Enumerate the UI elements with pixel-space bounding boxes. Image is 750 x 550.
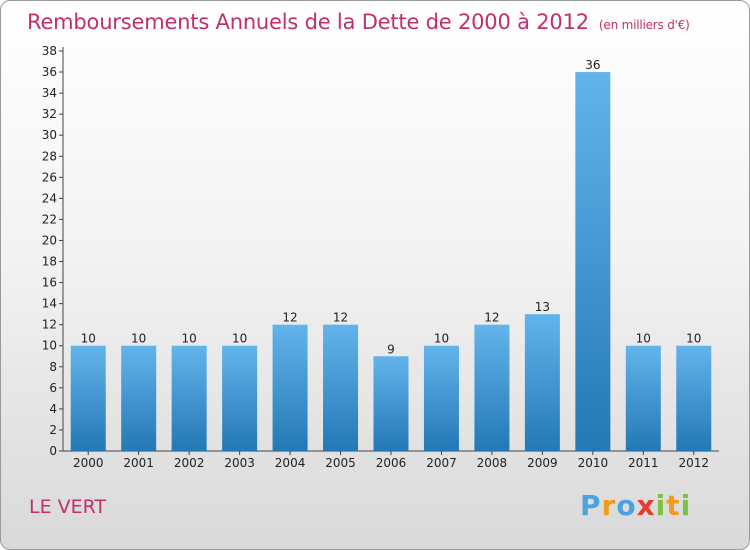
bar	[171, 345, 207, 451]
x-tick-label: 2007	[426, 456, 457, 470]
bar	[70, 345, 106, 451]
y-tick-label: 36	[42, 65, 57, 79]
data-label: 10	[636, 332, 651, 346]
y-tick-label: 30	[42, 128, 57, 142]
x-tick-label: 2011	[628, 456, 659, 470]
bar	[625, 345, 661, 451]
y-tick-label: 34	[42, 86, 57, 100]
x-tick-label: 2004	[275, 456, 306, 470]
x-tick-label: 2003	[224, 456, 255, 470]
data-label: 36	[585, 58, 600, 72]
x-tick-label: 2005	[325, 456, 356, 470]
y-tick-label: 8	[49, 360, 57, 374]
data-label: 10	[232, 332, 247, 346]
x-tick-label: 2001	[123, 456, 154, 470]
bar	[323, 324, 359, 451]
bar	[272, 324, 308, 451]
data-label: 9	[387, 342, 395, 356]
y-tick-label: 16	[42, 276, 57, 290]
data-label: 12	[484, 311, 499, 325]
data-label: 13	[535, 300, 550, 314]
chart-title-text: Remboursements Annuels de la Dette de 20…	[27, 10, 589, 34]
data-label: 10	[131, 332, 146, 346]
y-tick-label: 14	[42, 297, 57, 311]
y-tick-label: 20	[42, 233, 57, 247]
bar	[423, 345, 459, 451]
y-tick-label: 2	[49, 423, 57, 437]
y-tick-label: 24	[42, 191, 57, 205]
unit-label: (en milliers d'€)	[598, 18, 690, 32]
y-tick-label: 38	[42, 44, 57, 58]
x-tick-label: 2000	[73, 456, 104, 470]
y-tick-label: 6	[49, 381, 57, 395]
data-label: 10	[434, 332, 449, 346]
bar	[676, 345, 712, 451]
y-tick-label: 4	[49, 402, 57, 416]
proxiti-logo: Proxiti	[580, 489, 691, 522]
y-tick-label: 26	[42, 170, 57, 184]
data-label: 12	[333, 311, 348, 325]
logo-letter: P	[580, 489, 602, 522]
logo-letter: t	[666, 489, 681, 522]
bar	[222, 345, 258, 451]
y-tick-label: 0	[49, 444, 57, 458]
y-tick-label: 22	[42, 212, 57, 226]
data-label: 12	[282, 311, 297, 325]
bar	[474, 324, 510, 451]
data-label: 10	[686, 332, 701, 346]
commune-name: LE VERT	[29, 496, 107, 518]
bar	[121, 345, 157, 451]
y-tick-label: 32	[42, 107, 57, 121]
x-tick-label: 2010	[578, 456, 609, 470]
logo-letter: i	[680, 489, 692, 522]
data-label: 10	[81, 332, 96, 346]
data-label: 10	[182, 332, 197, 346]
x-tick-label: 2008	[477, 456, 508, 470]
y-tick-label: 18	[42, 255, 57, 269]
y-tick-label: 28	[42, 149, 57, 163]
chart-title: Remboursements Annuels de la Dette de 20…	[27, 10, 690, 34]
x-tick-label: 2012	[678, 456, 709, 470]
logo-letter: o	[616, 489, 637, 522]
logo-letter: x	[636, 489, 656, 522]
x-tick-label: 2006	[376, 456, 407, 470]
x-tick-label: 2009	[527, 456, 558, 470]
logo-letter: r	[601, 489, 617, 522]
y-tick-label: 10	[42, 339, 57, 353]
bar	[524, 314, 560, 451]
bar	[373, 356, 409, 451]
logo-letter: i	[655, 489, 667, 522]
x-tick-label: 2002	[174, 456, 205, 470]
y-tick-label: 12	[42, 318, 57, 332]
bar	[575, 72, 611, 451]
